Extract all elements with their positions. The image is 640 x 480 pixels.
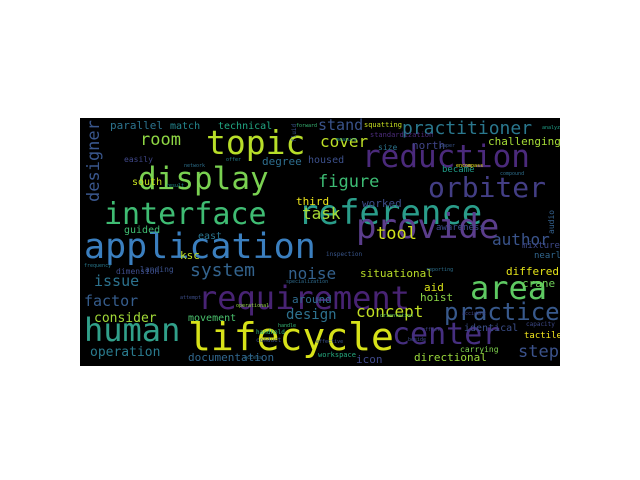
- cloud-word: awareness: [436, 223, 485, 233]
- cloud-word: fluid: [291, 123, 298, 142]
- cloud-word: conduct: [256, 337, 282, 344]
- cloud-word: nearly: [534, 251, 560, 261]
- cloud-word: around: [292, 293, 332, 306]
- cloud-word: analyzed: [542, 125, 560, 131]
- cloud-word: room: [140, 130, 181, 150]
- cloud-word: step: [518, 342, 559, 362]
- cloud-word: designer: [84, 120, 104, 202]
- cloud-word: audio: [547, 209, 556, 234]
- cloud-word: easily: [124, 155, 153, 164]
- cloud-word: system: [190, 260, 256, 281]
- cloud-word: operational: [236, 303, 270, 309]
- cloud-word: match: [170, 121, 201, 132]
- cloud-word: tool: [376, 224, 417, 244]
- cloud-word: author: [492, 230, 550, 249]
- cloud-word: technical: [218, 121, 273, 132]
- cloud-word: reporting: [426, 267, 454, 273]
- cloud-word: topic: [206, 123, 306, 162]
- cloud-word: orbiter: [428, 171, 547, 204]
- cloud-word: tactile: [524, 331, 560, 341]
- cloud-word: size: [378, 143, 398, 152]
- cloud-word: worked: [362, 197, 402, 210]
- cloud-word: paper: [440, 143, 456, 149]
- cloud-word: consider: [94, 311, 157, 326]
- cloud-word: third: [296, 195, 330, 208]
- cloud-word: affect: [422, 327, 441, 333]
- cloud-word: degree: [262, 155, 302, 168]
- cloud-word: hoist: [420, 291, 454, 304]
- cloud-word: effective: [316, 339, 344, 345]
- cloud-word: offer: [226, 157, 242, 163]
- cloud-word: center: [392, 317, 501, 352]
- cloud-word: factor: [84, 292, 139, 310]
- cloud-word: orientation: [380, 313, 414, 319]
- cloud-word: human: [84, 311, 181, 349]
- cloud-word: landing: [140, 265, 174, 274]
- cloud-word: standardization: [370, 131, 434, 139]
- cloud-word: requirement: [198, 279, 410, 317]
- cloud-word: parallel: [110, 119, 163, 132]
- cloud-word: design: [286, 307, 337, 323]
- cloud-word: squatting: [364, 121, 402, 129]
- cloud-word: cover: [320, 132, 369, 151]
- cloud-word: aid: [424, 281, 444, 294]
- cloud-word: situational: [360, 267, 433, 280]
- cloud-word: inspection: [326, 251, 363, 258]
- cloud-word: measure: [336, 137, 358, 143]
- cloud-word: concept: [356, 302, 424, 321]
- cloud-word: mixture: [522, 241, 560, 251]
- cloud-word: movement: [188, 313, 237, 324]
- cloud-word: compound: [500, 171, 525, 177]
- cloud-word: housed: [308, 155, 345, 166]
- cloud-word: ksc: [180, 249, 200, 262]
- cloud-word: network: [184, 163, 206, 169]
- cloud-word: frequency: [84, 263, 112, 269]
- cloud-word: guided: [124, 225, 161, 236]
- cloud-word: carrying: [460, 345, 499, 354]
- word-cloud: lifecycle application interface referenc…: [80, 118, 560, 366]
- cloud-word: identical: [464, 323, 519, 334]
- cloud-word: provide: [356, 207, 500, 247]
- cloud-word: capacity: [526, 321, 555, 328]
- cloud-word: operation: [90, 345, 161, 360]
- cloud-word: practitioner: [402, 118, 533, 139]
- cloud-word: dimension: [116, 267, 160, 276]
- cloud-word: task: [302, 204, 341, 223]
- cloud-word: reference: [298, 193, 483, 233]
- cloud-word: practice: [444, 298, 560, 326]
- cloud-word: forward: [296, 123, 318, 129]
- cloud-word: display: [138, 161, 269, 197]
- cloud-word: application: [84, 227, 316, 267]
- cloud-word: stand: [318, 118, 364, 134]
- cloud-word: icon: [356, 353, 383, 366]
- cloud-word: documentation: [188, 351, 275, 364]
- cloud-word: accident: [462, 311, 487, 317]
- cloud-word: encompass: [456, 163, 484, 169]
- cloud-word: handhold: [256, 329, 285, 336]
- cloud-word: workspace: [318, 351, 356, 359]
- cloud-word: handle: [278, 323, 297, 329]
- cloud-word: challenging: [488, 135, 560, 148]
- cloud-word: north: [412, 139, 446, 152]
- cloud-word: lifecycle: [188, 315, 394, 359]
- cloud-word: issue: [94, 272, 140, 290]
- cloud-word: beside: [408, 337, 427, 343]
- cloud-word: access: [244, 355, 263, 361]
- cloud-word: figure: [318, 172, 380, 192]
- cloud-word: directional: [414, 351, 487, 364]
- cloud-word: result: [166, 183, 185, 189]
- cloud-word: differed: [506, 265, 559, 278]
- cloud-word: became: [442, 165, 475, 175]
- cloud-word: specialization: [286, 279, 329, 285]
- cloud-word: crane: [522, 277, 556, 290]
- cloud-word: attempt: [180, 295, 202, 301]
- cloud-word: noise: [288, 264, 337, 283]
- cloud-word: south: [132, 177, 163, 188]
- cloud-word: east: [198, 231, 223, 242]
- cloud-word: interface: [104, 197, 267, 232]
- cloud-word: area: [470, 269, 548, 307]
- cloud-word: reduction: [362, 139, 530, 175]
